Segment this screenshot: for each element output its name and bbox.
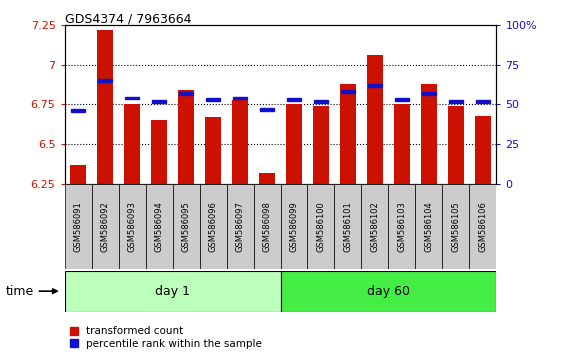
Bar — [124, 104, 140, 184]
Bar — [65, 271, 280, 312]
Text: GSM586105: GSM586105 — [452, 201, 461, 252]
Bar — [394, 104, 410, 184]
Bar — [341, 90, 356, 93]
Text: GSM586097: GSM586097 — [236, 201, 245, 252]
Text: GSM586100: GSM586100 — [316, 201, 325, 252]
Text: GSM586106: GSM586106 — [479, 201, 488, 252]
Bar — [91, 184, 118, 269]
Bar — [98, 79, 112, 82]
Text: GSM586101: GSM586101 — [343, 201, 352, 252]
Bar — [173, 184, 200, 269]
Text: GDS4374 / 7963664: GDS4374 / 7963664 — [65, 12, 191, 25]
Bar — [70, 165, 86, 184]
Text: GSM586094: GSM586094 — [154, 201, 163, 252]
Bar — [232, 99, 248, 184]
Bar — [97, 29, 113, 184]
Text: GSM586102: GSM586102 — [370, 201, 379, 252]
Text: GSM586099: GSM586099 — [289, 201, 298, 252]
Text: time: time — [6, 285, 34, 298]
Bar — [421, 92, 436, 95]
Bar — [151, 120, 167, 184]
Text: GSM586098: GSM586098 — [263, 201, 272, 252]
Bar — [151, 100, 167, 103]
Bar — [307, 184, 334, 269]
Bar — [421, 84, 437, 184]
Text: GSM586091: GSM586091 — [73, 201, 82, 252]
Bar — [280, 184, 307, 269]
Bar — [340, 84, 356, 184]
Text: day 60: day 60 — [367, 285, 410, 298]
Legend: transformed count, percentile rank within the sample: transformed count, percentile rank withi… — [70, 326, 262, 349]
Bar — [475, 116, 491, 184]
Bar — [449, 100, 463, 103]
Bar — [361, 184, 388, 269]
Bar — [259, 173, 275, 184]
Text: GSM586093: GSM586093 — [127, 201, 136, 252]
Bar — [178, 90, 194, 184]
Bar — [280, 271, 496, 312]
Text: GSM586096: GSM586096 — [209, 201, 218, 252]
Bar — [205, 117, 221, 184]
Text: day 1: day 1 — [155, 285, 190, 298]
Bar — [443, 184, 470, 269]
Bar — [416, 184, 443, 269]
Bar — [334, 184, 361, 269]
Text: GSM586095: GSM586095 — [182, 201, 191, 252]
Bar — [476, 100, 490, 103]
Bar — [227, 184, 254, 269]
Bar — [178, 92, 194, 95]
Bar — [313, 106, 329, 184]
Bar — [367, 84, 383, 87]
Bar — [118, 184, 145, 269]
Bar — [470, 184, 496, 269]
Text: GSM586103: GSM586103 — [398, 201, 407, 252]
Bar — [233, 97, 247, 99]
Bar — [145, 184, 173, 269]
Bar — [260, 108, 274, 111]
Bar — [394, 98, 410, 101]
Text: GSM586092: GSM586092 — [100, 201, 109, 252]
Bar — [286, 104, 302, 184]
Bar — [125, 97, 140, 99]
Bar — [205, 98, 220, 101]
Bar — [71, 109, 85, 112]
Bar — [367, 55, 383, 184]
Text: GSM586104: GSM586104 — [425, 201, 434, 252]
Bar — [448, 106, 464, 184]
Bar — [65, 184, 91, 269]
Bar — [287, 98, 301, 101]
Bar — [389, 184, 416, 269]
Bar — [314, 100, 328, 103]
Bar — [200, 184, 227, 269]
Bar — [254, 184, 280, 269]
